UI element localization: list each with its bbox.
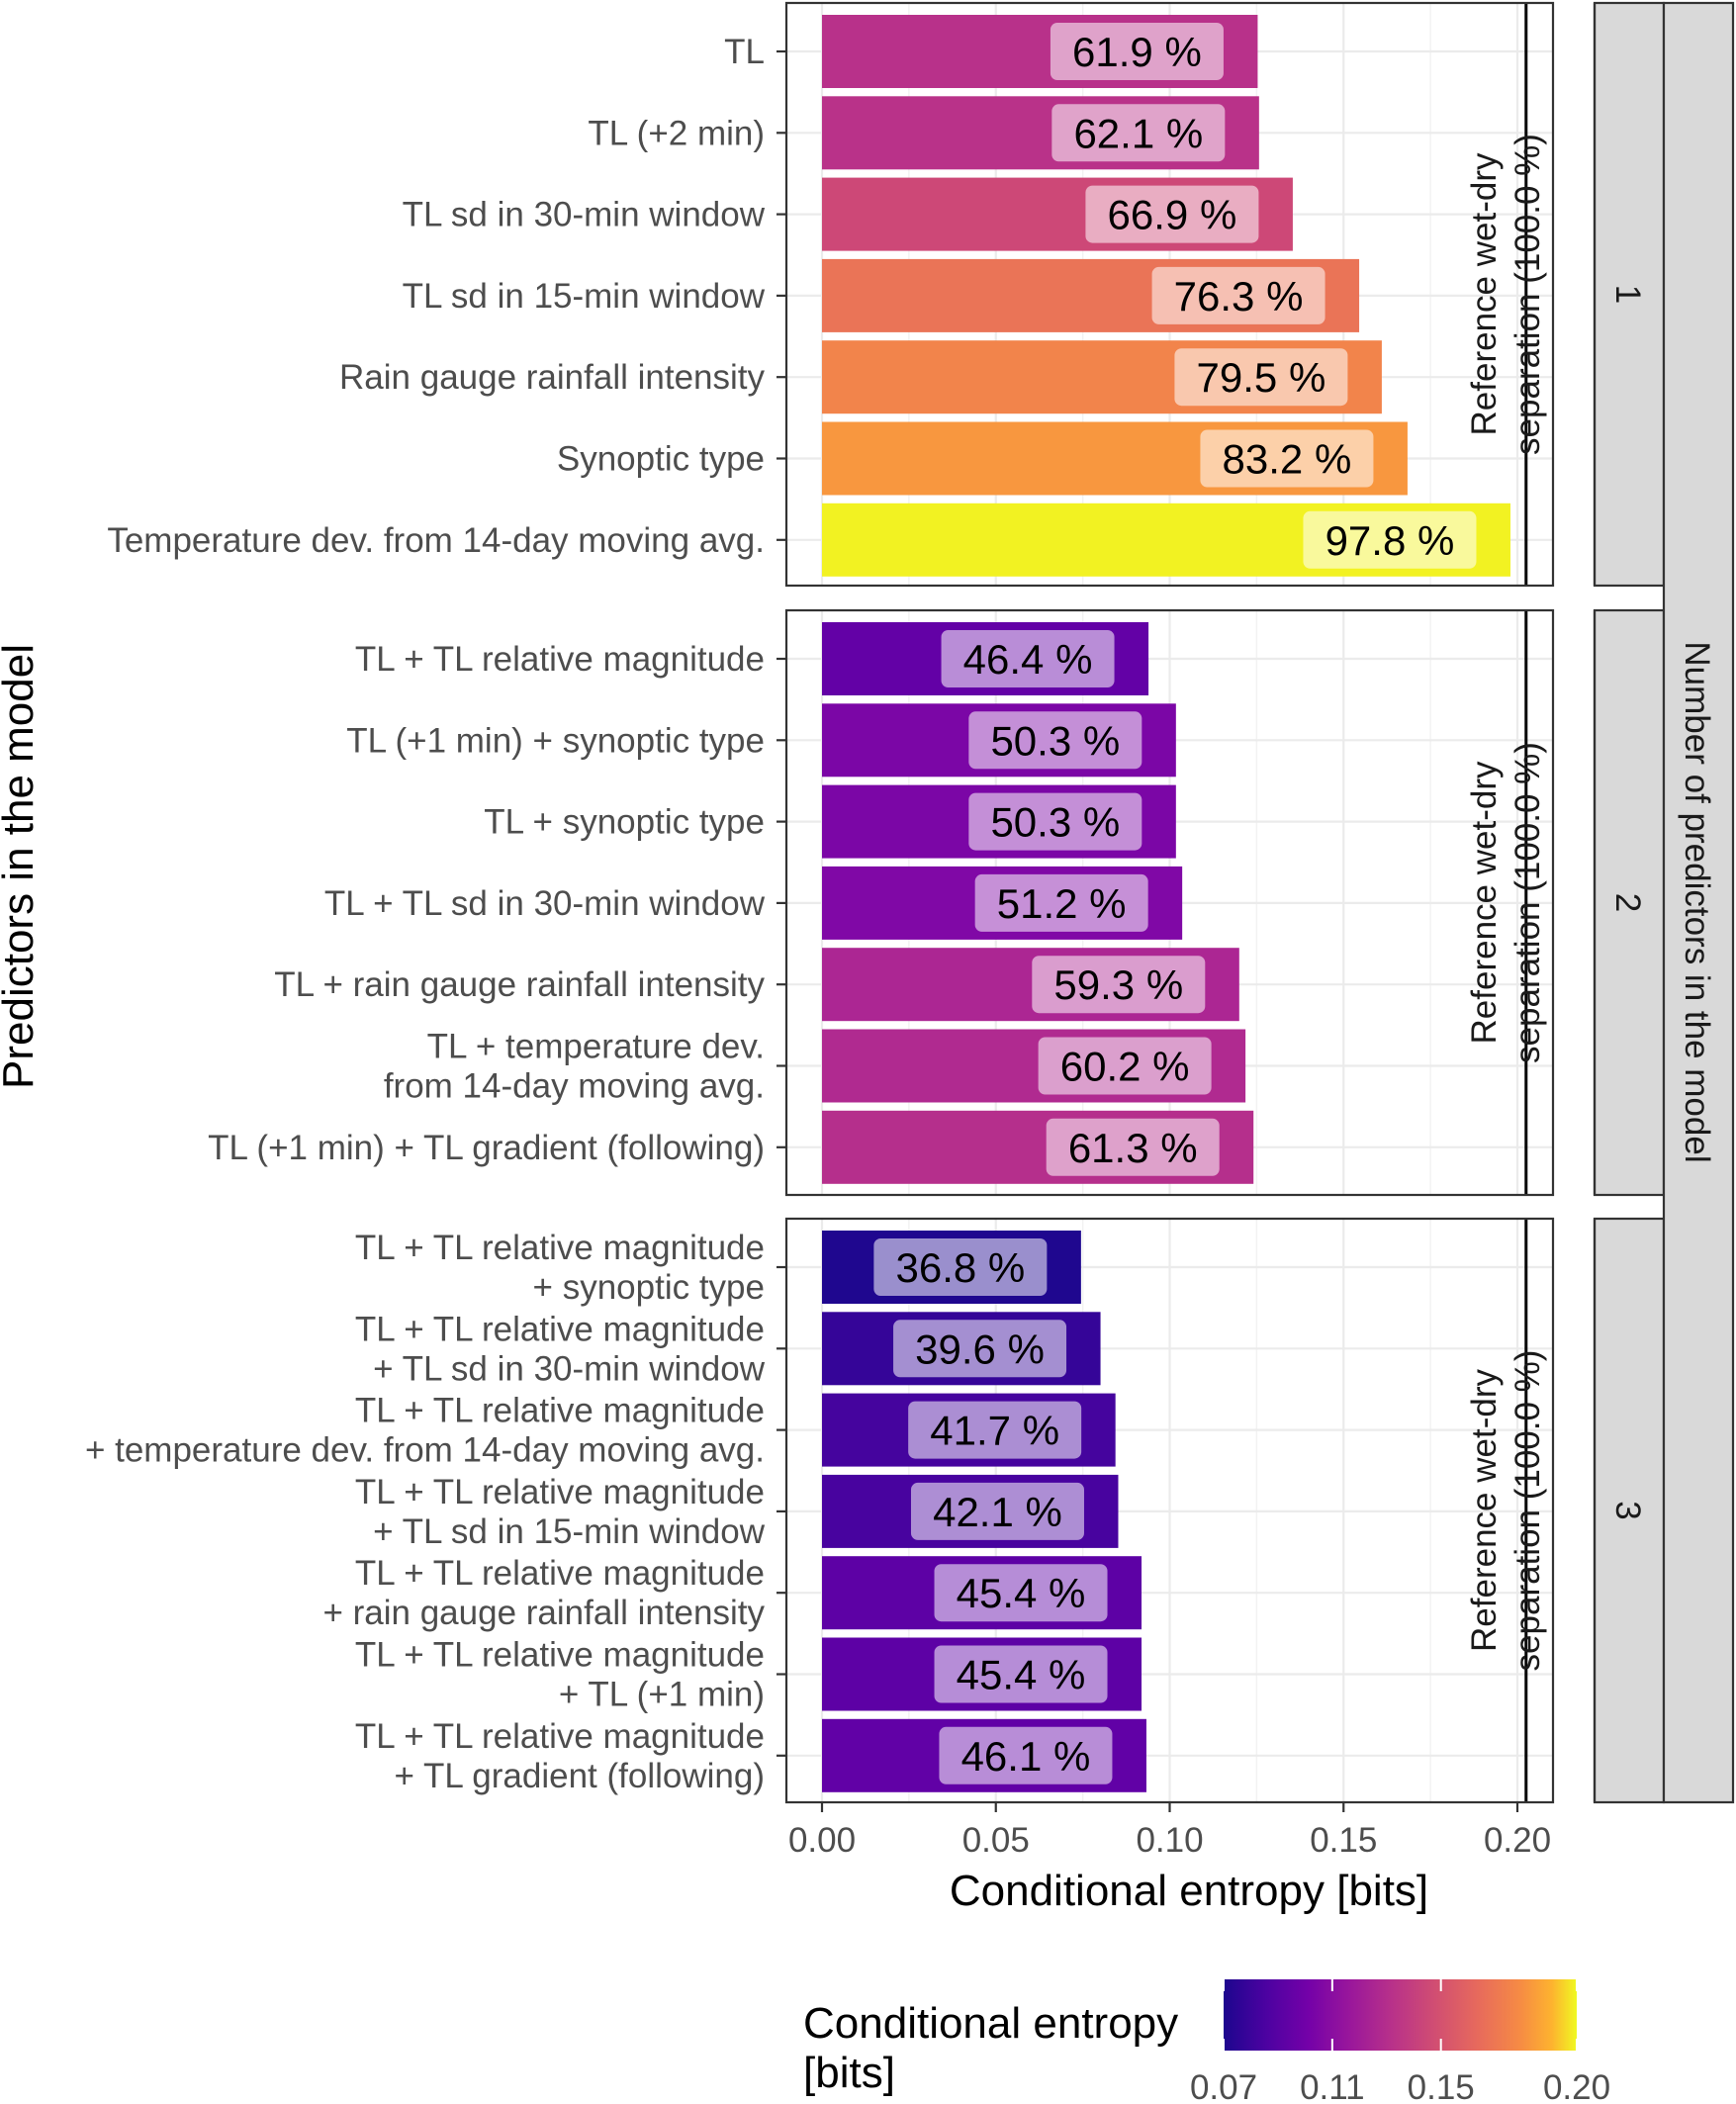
legend-colorbar <box>1224 1979 1577 2051</box>
bar-label-box <box>934 1564 1108 1622</box>
bar-label: 39.6 % <box>915 1326 1045 1372</box>
bar-label-box <box>1085 185 1259 243</box>
y-tick-label: TL + TL relative magnitude + rain gauge r… <box>322 1554 765 1632</box>
y-tick-label: TL + TL relative magnitude + TL sd in 30-… <box>355 1310 766 1388</box>
y-tick-label: TL + TL relative magnitude + TL gradient … <box>355 1717 765 1795</box>
legend-tick-label: 0.15 <box>1408 2068 1475 2104</box>
bar-label-box <box>910 1482 1084 1540</box>
y-tick-label: TL sd in 15-min window <box>403 277 766 316</box>
facet-strip <box>1593 1 1666 588</box>
y-tick-label: TL + TL relative magnitude + temperature … <box>85 1392 765 1470</box>
bar-label-box <box>1151 266 1325 324</box>
bar-label-box <box>968 792 1142 851</box>
bar-label: 76.3 % <box>1174 273 1304 320</box>
reference-label: Reference wet-dry separation (100.0 %) <box>1465 134 1547 455</box>
bar-label: 46.4 % <box>963 636 1093 683</box>
y-tick-label: TL (+1 min) + synoptic type <box>346 721 765 760</box>
facet-strip-label: 2 <box>1608 893 1647 912</box>
bar-label: 62.1 % <box>1073 110 1203 156</box>
bar-label: 46.1 % <box>961 1733 1091 1780</box>
reference-label: Reference wet-dry separation (100.0 %) <box>1465 1350 1547 1672</box>
panel-3: 36.8 % TL + TL relative magnitude + synopt… <box>85 1217 1555 1804</box>
panel-border <box>784 608 1555 1197</box>
facet-strip-label: 3 <box>1608 1501 1647 1519</box>
y-tick-label: TL (+1 min) + TL gradient (following) <box>208 1129 765 1167</box>
facet-strip <box>1593 1217 1666 1804</box>
panel-2: 46.4 % TL + TL relative magnitude 50.3 % TL… <box>208 608 1555 1197</box>
bar-label: 79.5 % <box>1197 354 1326 401</box>
bar-label-box <box>1038 1037 1212 1095</box>
bar-label-box <box>893 1320 1067 1378</box>
bar-label: 36.8 % <box>895 1244 1025 1291</box>
outer-facet-strip-label: Number of predictors in the model <box>1678 641 1716 1162</box>
color-legend: Conditional entropy [bits] 0.07 0.11 0.15 0.2… <box>803 1979 1610 2104</box>
x-tick-label: 0.00 <box>788 1821 856 1860</box>
y-tick-label: TL (+2 min) <box>588 114 765 152</box>
bar-label: 59.3 % <box>1053 961 1183 1008</box>
outer-facet-strip <box>1662 1 1735 1804</box>
bar-label: 45.4 % <box>957 1570 1086 1616</box>
panel-1: 61.9 % TL 62.1 % TL (+2 min) 66.9 % TL sd in … <box>107 1 1555 588</box>
y-tick-label: TL sd in 30-min window <box>403 196 766 234</box>
y-tick-label: TL <box>724 33 765 71</box>
x-tick-label: 0.15 <box>1310 1821 1377 1860</box>
legend-tick-label: 0.07 <box>1190 2068 1257 2104</box>
legend-title: Conditional entropy [bits] <box>803 1999 1178 2097</box>
y-tick-label: Synoptic type <box>557 440 765 479</box>
y-axis-title: Predictors in the model <box>0 644 43 1089</box>
y-tick-label: TL + rain gauge rainfall intensity <box>274 965 765 1004</box>
legend-tick-label: 0.11 <box>1300 2068 1365 2104</box>
bar-label: 45.4 % <box>957 1652 1086 1698</box>
facet-strips: 1 2 3 Number of predictors in the model <box>1593 1 1735 1804</box>
bar-label: 41.7 % <box>930 1408 1059 1454</box>
bar-label: 60.2 % <box>1060 1044 1190 1090</box>
y-tick-label: TL + synoptic type <box>484 803 765 842</box>
x-axis-title: Conditional entropy [bits] <box>950 1867 1428 1915</box>
y-tick-label: Temperature dev. from 14-day moving avg. <box>107 521 765 560</box>
bar-label-box <box>1032 956 1206 1014</box>
bar-label-box <box>939 1726 1113 1784</box>
bar-label: 50.3 % <box>990 717 1120 764</box>
y-tick-label: TL + TL relative magnitude <box>355 640 765 679</box>
bar-label-box <box>1200 429 1374 488</box>
bar-label: 61.9 % <box>1072 29 1202 75</box>
y-tick-label: TL + TL relative magnitude + TL (+1 min) <box>355 1636 765 1714</box>
legend-tick-label: 0.20 <box>1543 2068 1610 2104</box>
x-axis: 0.00 0.05 0.10 0.15 0.20 <box>788 1802 1551 1860</box>
x-tick-label: 0.05 <box>962 1821 1030 1860</box>
bar-label-box <box>1051 104 1226 162</box>
bar-label-box <box>1174 348 1348 407</box>
bar-label: 61.3 % <box>1068 1125 1198 1171</box>
bar-label-box <box>941 630 1115 687</box>
bar-label-box <box>873 1238 1048 1296</box>
x-tick-label: 0.20 <box>1484 1821 1551 1860</box>
facet-strip-label: 1 <box>1608 285 1647 304</box>
bar-label: 83.2 % <box>1223 436 1352 483</box>
bar-label-box <box>974 873 1148 932</box>
bar-label: 51.2 % <box>997 880 1127 927</box>
bar-label-box <box>1303 510 1477 569</box>
bar-label-box <box>968 711 1142 770</box>
bar-label: 66.9 % <box>1108 192 1237 238</box>
panel-border <box>784 1 1555 588</box>
y-tick-label: Rain gauge rainfall intensity <box>339 358 765 397</box>
bar-label-box <box>1050 23 1224 80</box>
facet-panels: 61.9 % TL 62.1 % TL (+2 min) 66.9 % TL sd in … <box>85 1 1555 1804</box>
y-tick-label: TL + TL relative magnitude + TL sd in 15-… <box>355 1473 766 1551</box>
bar-label-box <box>908 1401 1082 1459</box>
bar-label: 42.1 % <box>933 1489 1062 1535</box>
y-tick-label: TL + TL sd in 30-min window <box>324 884 766 923</box>
bar-label-box <box>1046 1118 1220 1176</box>
reference-label: Reference wet-dry separation (100.0 %) <box>1465 742 1547 1063</box>
y-tick-label: TL + temperature dev. from 14-day moving … <box>384 1028 765 1106</box>
bar-label: 97.8 % <box>1325 517 1455 564</box>
bar-label-box <box>934 1645 1108 1703</box>
bar-label: 50.3 % <box>990 799 1120 846</box>
x-tick-label: 0.10 <box>1136 1821 1203 1860</box>
y-tick-label: TL + TL relative magnitude + synoptic typ… <box>355 1229 765 1307</box>
